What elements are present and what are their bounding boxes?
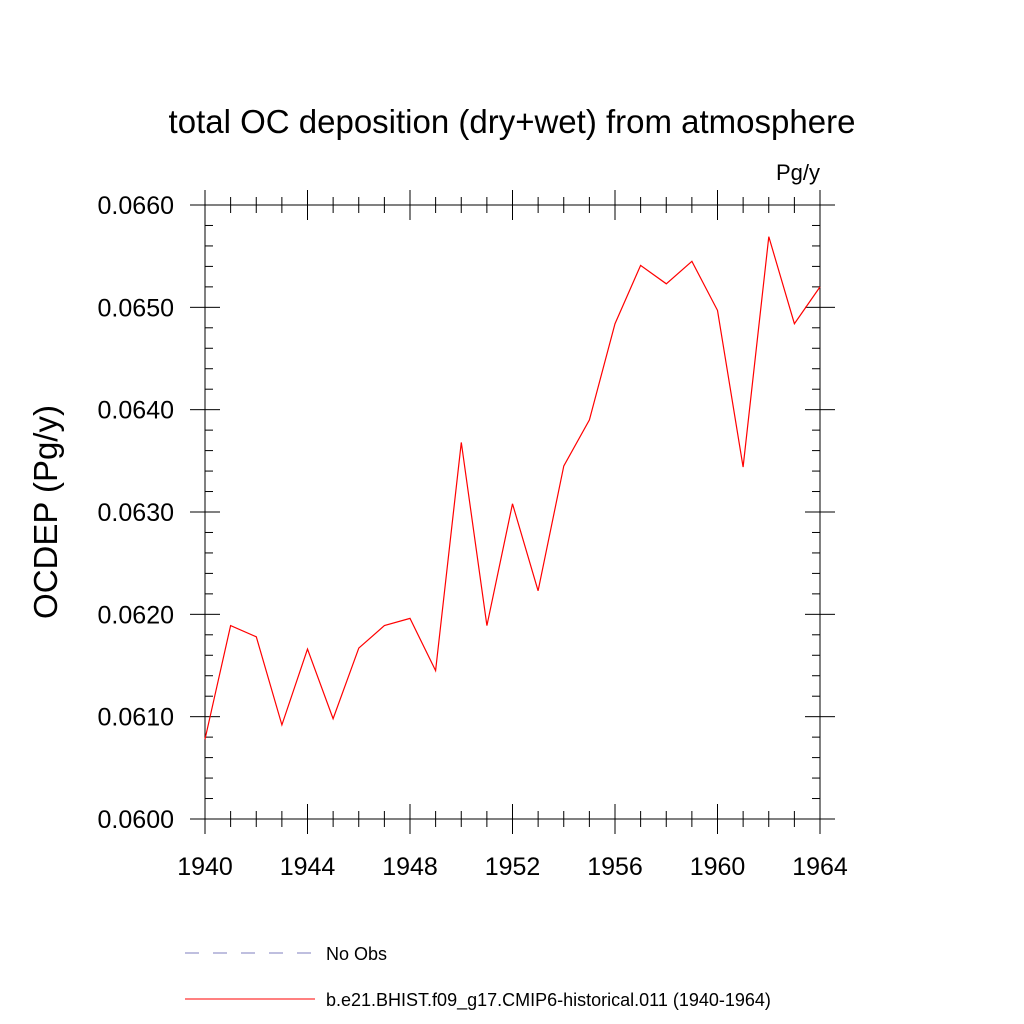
x-tick-label: 1960 — [690, 853, 746, 881]
legend: No Obs b.e21.BHIST.f09_g17.CMIP6-historic… — [185, 944, 771, 1011]
y-tick-label: 0.0650 — [98, 294, 174, 322]
y-tick-label: 0.0660 — [98, 192, 174, 220]
chart-title: total OC deposition (dry+wet) from atmos… — [169, 103, 856, 140]
series-line-1 — [204, 236, 821, 740]
y-tick-label: 0.0610 — [98, 704, 174, 732]
y-axis-title: OCDEP (Pg/y) — [27, 405, 64, 619]
y-tick-label: 0.0630 — [98, 499, 174, 527]
x-tick-label: 1940 — [177, 853, 233, 881]
x-tick-label: 1956 — [587, 853, 643, 881]
units-label: Pg/y — [776, 160, 820, 185]
legend-label-0: No Obs — [326, 944, 387, 964]
y-tick-label: 0.0600 — [98, 806, 174, 834]
x-tick-label: 1952 — [485, 853, 541, 881]
x-tick-label: 1948 — [382, 853, 438, 881]
y-tick-label: 0.0620 — [98, 601, 174, 629]
legend-label-1: b.e21.BHIST.f09_g17.CMIP6-historical.011… — [326, 990, 771, 1011]
x-tick-label: 1964 — [792, 853, 848, 881]
x-tick-label: 1944 — [280, 853, 336, 881]
ticks-layer: 1940 1944 1948 1952 1956 1960 1964 0.0600 0.0610… — [98, 190, 848, 881]
series-layer — [204, 236, 821, 740]
y-tick-label: 0.0640 — [98, 397, 174, 425]
plot-frame — [204, 204, 821, 820]
